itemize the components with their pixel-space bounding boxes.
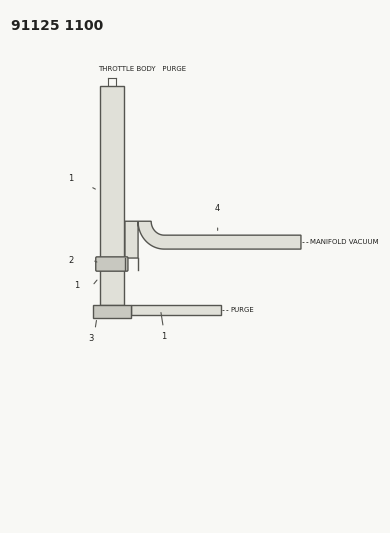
Bar [93,305,131,318]
Text: 1: 1 [68,174,73,183]
Text: 1: 1 [161,332,166,341]
Text: 91125 1100: 91125 1100 [11,19,103,33]
Bar [100,86,124,258]
Polygon shape [125,221,301,258]
Text: 4: 4 [215,204,220,213]
FancyBboxPatch shape [96,257,128,271]
Text: PURGE: PURGE [231,307,255,313]
Text: 1: 1 [74,281,79,290]
Text: 3: 3 [89,334,94,343]
Bar [131,305,222,315]
Text: MANIFOLD VACUUM: MANIFOLD VACUUM [310,239,379,245]
Bar [100,270,124,305]
Text: 2: 2 [68,255,73,264]
Text: THROTTLE BODY   PURGE: THROTTLE BODY PURGE [98,66,186,72]
